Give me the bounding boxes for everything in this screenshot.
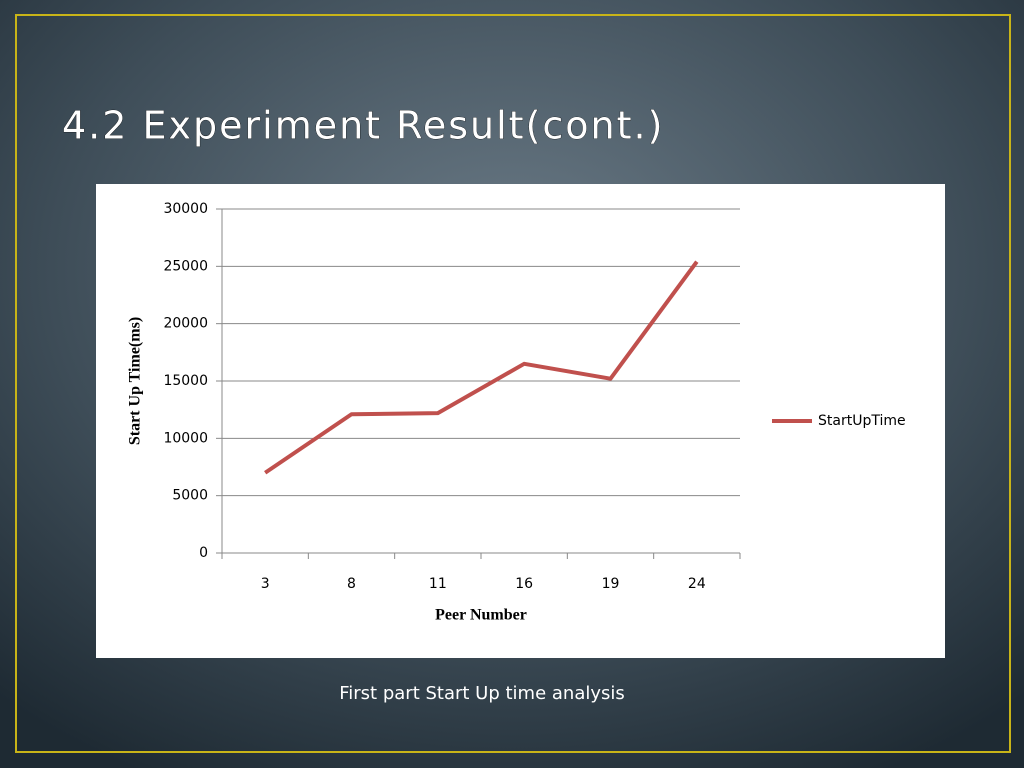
- slide-title: 4.2 Experiment Result(cont.): [62, 104, 664, 148]
- x-tick-label: 19: [602, 576, 620, 592]
- y-tick-label: 5000: [172, 488, 208, 504]
- y-axis-title: Start Up Time(ms): [127, 317, 144, 445]
- y-tick-label: 20000: [163, 316, 208, 332]
- x-axis-title: Peer Number: [435, 607, 527, 624]
- x-tick-label: 24: [688, 576, 706, 592]
- y-tick-label: 30000: [163, 201, 208, 217]
- y-tick-label: 0: [199, 545, 208, 561]
- chart: 0 5000 10000 15000 20000 25000 30000 3 8 11 16 19 24…: [127, 201, 906, 624]
- data-line: [264, 260, 699, 475]
- x-tick-label: 8: [347, 576, 356, 592]
- frame: [15, 14, 1011, 753]
- y-tick-label: 15000: [163, 373, 208, 389]
- y-tick-label: 10000: [163, 430, 208, 446]
- legend-label: StartUpTime: [818, 413, 906, 429]
- x-tick-label: 11: [429, 576, 447, 592]
- x-tick-label: 16: [515, 576, 533, 592]
- x-tick-label: 3: [261, 576, 270, 592]
- caption: First part Start Up time analysis: [339, 683, 625, 704]
- y-tick-label: 25000: [163, 258, 208, 274]
